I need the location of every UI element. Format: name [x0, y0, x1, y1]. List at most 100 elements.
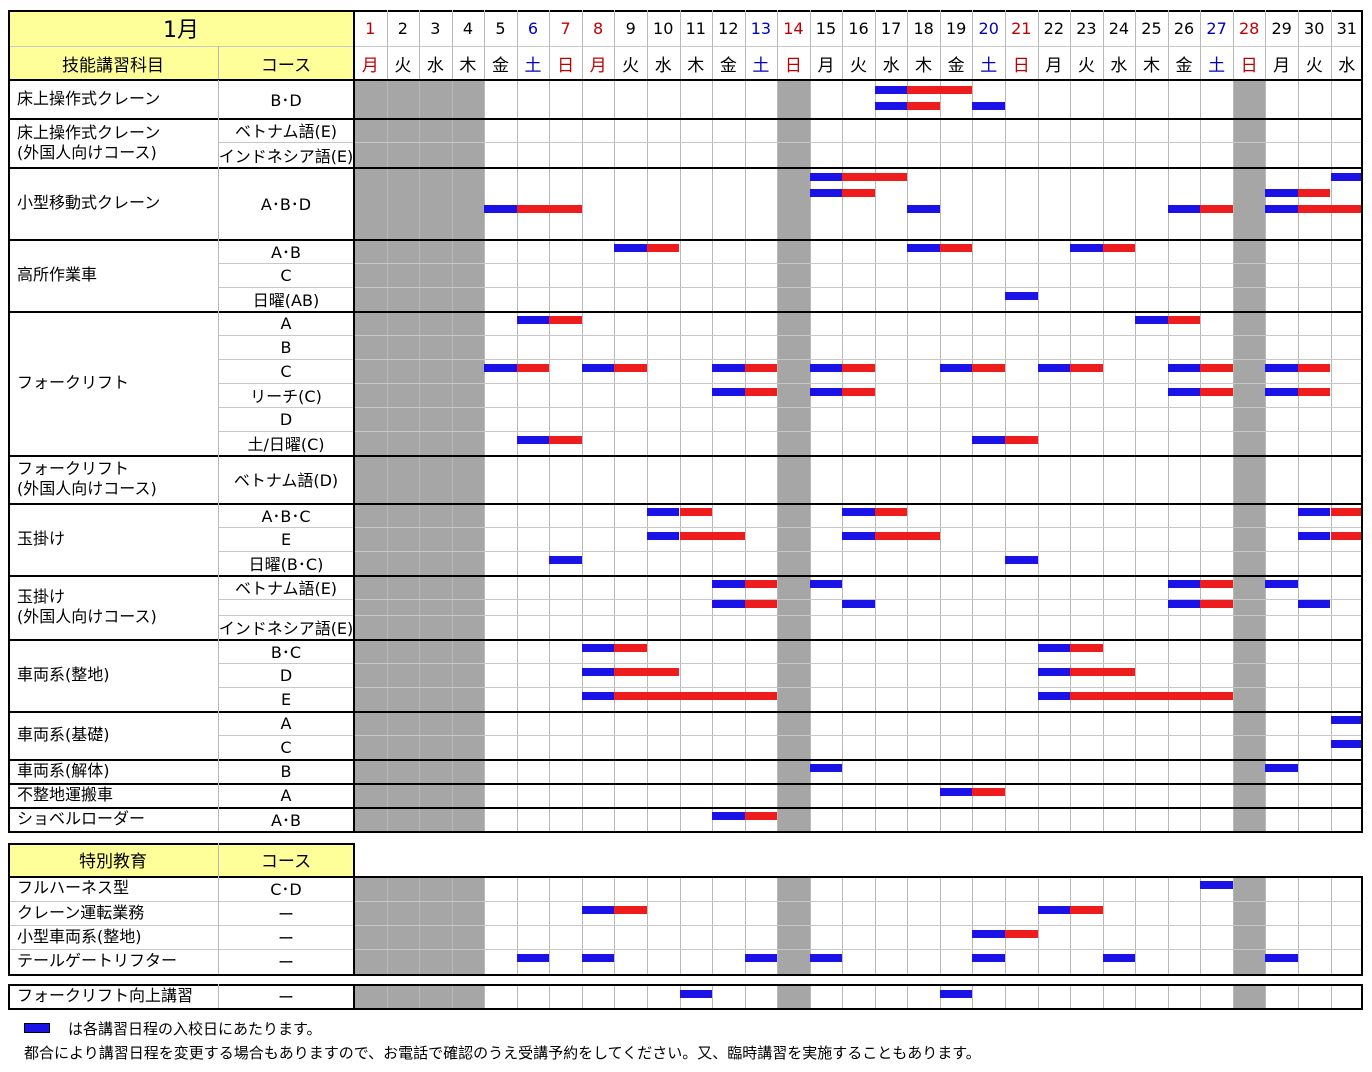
sec3-day-gridline: [484, 984, 486, 1008]
group-border: [8, 783, 1362, 785]
day-weekday: 水: [1338, 55, 1356, 76]
row-line: [218, 687, 1362, 688]
section2-header-right: [353, 843, 355, 876]
day-number: 20: [978, 18, 999, 38]
header-day-gridline: [1232, 10, 1234, 80]
start-day-bar: [581, 364, 615, 372]
course-cell: E: [280, 529, 292, 549]
start-day-bar: [1070, 244, 1103, 252]
course-cell: C: [280, 265, 292, 285]
course-day-bar: [549, 316, 582, 324]
day-number: 14: [783, 18, 804, 38]
start-day-bar: [744, 954, 778, 962]
start-day-bar: [842, 532, 875, 540]
group-border: [8, 639, 1362, 641]
legend-text: は各講習日程の入校日にあたります。: [68, 1020, 322, 1038]
subject-cell: 小型移動式クレーン: [8, 167, 218, 239]
day-number: 29: [1271, 18, 1292, 38]
start-day-bar: [712, 388, 745, 396]
section1-right-border: [1361, 10, 1363, 833]
start-day-bar: [972, 954, 1005, 962]
start-day-bar: [1330, 173, 1364, 181]
start-day-bar: [1265, 764, 1298, 772]
header-day-gridline: [809, 10, 811, 80]
header-day-gridline: [1135, 10, 1137, 80]
subject-label: 不整地運搬車: [17, 785, 114, 804]
header-day-gridline: [712, 10, 714, 80]
start-day-bar: [809, 173, 843, 181]
subject-cell: フォークリフト: [8, 311, 218, 455]
special-education-header: 特別教育: [8, 843, 218, 876]
course-cell: A: [280, 785, 292, 805]
day-number: 7: [560, 18, 571, 38]
section1-course-divider: [353, 10, 355, 833]
section2-header-left: [8, 843, 10, 876]
day-weekday: 土: [1208, 55, 1226, 76]
start-day-bar: [1265, 388, 1298, 396]
day-weekday: 日: [1240, 55, 1258, 76]
start-day-bar: [1265, 954, 1298, 962]
start-day-bar: [874, 86, 908, 94]
course-cell: 土/日曜(C): [247, 435, 325, 454]
subject-cell: 車両系(基礎): [8, 711, 218, 759]
sec3-day-gridline: [744, 984, 746, 1008]
course-cell: ー: [277, 988, 294, 1007]
course-cell: インドネシア語(E): [218, 146, 354, 166]
header-day-gridline: [614, 10, 616, 80]
subject-label: 床上操作式クレーン: [17, 89, 161, 108]
section2-left-border: [8, 876, 10, 976]
sec3-day-gridline: [842, 984, 844, 1008]
course-day-bar: [744, 388, 778, 396]
course-cell: B: [280, 761, 292, 781]
start-day-bar: [809, 580, 843, 588]
header-day-gridline: [842, 10, 844, 80]
section1-subject-divider: [218, 80, 219, 831]
day-weekday: 月: [361, 55, 379, 76]
day-number: 22: [1043, 18, 1064, 38]
header-day-gridline: [1102, 10, 1104, 80]
sec3-day-gridline: [1167, 984, 1169, 1008]
course-cell: ベトナム語(E): [234, 579, 338, 598]
course-cell: リーチ(C): [250, 387, 322, 406]
sec3-closed-day-4: [451, 984, 485, 1008]
sec3-day-gridline: [777, 984, 779, 1008]
start-day-bar: [1200, 881, 1233, 889]
subject-cell: 小型車両系(整地): [17, 927, 142, 946]
course-column-header: コース: [218, 46, 354, 80]
day-number: 3: [430, 18, 441, 38]
course-day-bar: [842, 364, 875, 372]
header-day-gridline: [744, 10, 746, 80]
subject-label: 車両系(基礎): [17, 725, 110, 744]
course-day-bar: [679, 532, 745, 540]
day-weekday: 木: [915, 55, 933, 76]
special-education-course-header: コース: [218, 843, 354, 876]
course-cell: E: [280, 689, 292, 709]
course-cell: 日曜(AB): [252, 291, 320, 310]
course-day-bar: [1200, 205, 1233, 213]
group-border: [8, 807, 1362, 809]
course-cell: A: [280, 313, 292, 333]
course-cell: C: [280, 361, 292, 381]
day-weekday: 火: [850, 55, 868, 76]
course-day-bar: [614, 668, 680, 676]
day-weekday: 土: [752, 55, 770, 76]
start-day-bar: [581, 692, 615, 700]
course-cell: [218, 599, 354, 615]
day-number: 9: [625, 18, 636, 38]
day-number: 31: [1336, 18, 1357, 38]
row-line: [218, 599, 1362, 600]
subject-cell: 車両系(整地): [8, 639, 218, 711]
start-day-bar: [646, 508, 680, 516]
row-line: [218, 287, 1362, 288]
section2-header-top: [8, 843, 354, 845]
group-border: [8, 711, 1362, 713]
day-weekday: 土: [980, 55, 998, 76]
course-day-bar: [744, 600, 778, 608]
section3-top-border: [8, 984, 1362, 986]
day-number: 10: [653, 18, 674, 38]
sec3-day-gridline: [712, 984, 714, 1008]
sec3-day-gridline: [1070, 984, 1072, 1008]
subject-cell: フルハーネス型: [17, 878, 130, 897]
day-weekday: 金: [1175, 55, 1193, 76]
day-weekday: 水: [426, 55, 444, 76]
